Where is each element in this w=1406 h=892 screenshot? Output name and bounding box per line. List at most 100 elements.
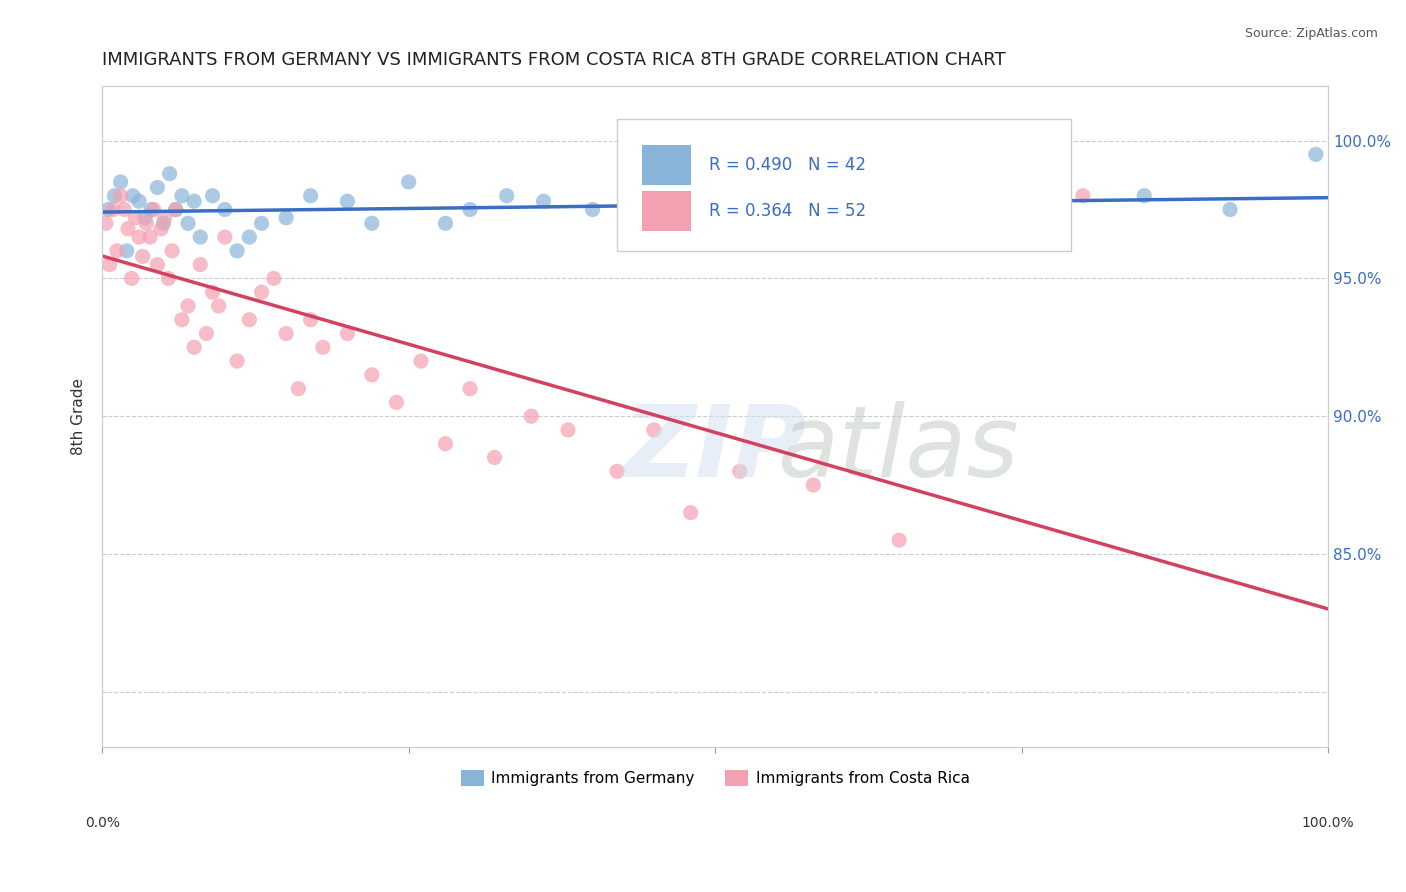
Point xyxy=(165,202,187,217)
Point xyxy=(152,216,174,230)
Point xyxy=(287,382,309,396)
Point xyxy=(115,244,138,258)
Point xyxy=(704,194,727,209)
Point xyxy=(581,202,603,217)
Point xyxy=(170,312,193,326)
Point xyxy=(128,230,150,244)
Point xyxy=(201,285,224,300)
Point xyxy=(128,194,150,209)
Point xyxy=(94,216,117,230)
Point xyxy=(1071,188,1094,202)
Text: 100.0%: 100.0% xyxy=(1302,816,1354,830)
Y-axis label: 8th Grade: 8th Grade xyxy=(72,377,86,455)
Point xyxy=(801,478,824,492)
Point xyxy=(110,175,132,189)
Point xyxy=(484,450,506,465)
Point xyxy=(679,506,702,520)
Point xyxy=(458,382,481,396)
Point xyxy=(165,202,187,217)
Point xyxy=(121,188,143,202)
Point xyxy=(765,202,787,217)
Point xyxy=(226,244,249,258)
Point xyxy=(146,180,169,194)
Point xyxy=(1133,188,1156,202)
Point xyxy=(1011,202,1033,217)
Point xyxy=(238,312,260,326)
Point xyxy=(434,216,457,230)
Point xyxy=(606,464,628,478)
Point xyxy=(170,188,193,202)
Text: R = 0.364   N = 52: R = 0.364 N = 52 xyxy=(709,202,866,220)
Point xyxy=(150,222,173,236)
Legend: Immigrants from Germany, Immigrants from Costa Rica: Immigrants from Germany, Immigrants from… xyxy=(454,764,976,792)
Point xyxy=(97,202,120,217)
Point xyxy=(728,464,751,478)
Point xyxy=(139,230,162,244)
Point xyxy=(105,244,128,258)
Point xyxy=(177,299,200,313)
Point xyxy=(124,211,146,225)
Point xyxy=(458,202,481,217)
Point xyxy=(312,340,335,354)
Point xyxy=(250,285,273,300)
Point xyxy=(263,271,285,285)
Point xyxy=(668,211,690,225)
Point xyxy=(214,202,236,217)
Point xyxy=(188,258,211,272)
Point xyxy=(103,202,125,217)
Point xyxy=(214,230,236,244)
Point xyxy=(520,409,543,424)
Point xyxy=(385,395,408,409)
Point xyxy=(177,216,200,230)
Point xyxy=(827,216,849,230)
Point xyxy=(274,211,297,225)
Point xyxy=(361,216,384,230)
Point xyxy=(146,258,169,272)
Point xyxy=(153,211,176,225)
Point xyxy=(495,188,517,202)
Text: IMMIGRANTS FROM GERMANY VS IMMIGRANTS FROM COSTA RICA 8TH GRADE CORRELATION CHAR: IMMIGRANTS FROM GERMANY VS IMMIGRANTS FR… xyxy=(103,51,1005,69)
Point xyxy=(188,230,211,244)
Point xyxy=(117,222,139,236)
Point xyxy=(361,368,384,382)
Point xyxy=(557,423,579,437)
Point xyxy=(949,194,972,209)
Point xyxy=(141,202,163,217)
Point xyxy=(183,194,205,209)
Point xyxy=(299,188,322,202)
Point xyxy=(160,244,183,258)
Text: ZIP: ZIP xyxy=(624,401,807,498)
Point xyxy=(238,230,260,244)
Point xyxy=(434,436,457,450)
Point xyxy=(409,354,432,368)
Point xyxy=(1219,202,1241,217)
Point xyxy=(274,326,297,341)
Point xyxy=(110,188,132,202)
Point xyxy=(134,211,156,225)
Point xyxy=(398,175,420,189)
Point xyxy=(103,188,125,202)
Point xyxy=(619,216,641,230)
Point xyxy=(887,533,910,548)
Text: Source: ZipAtlas.com: Source: ZipAtlas.com xyxy=(1244,27,1378,40)
Point xyxy=(157,271,180,285)
Text: atlas: atlas xyxy=(779,401,1019,498)
Point xyxy=(195,326,218,341)
Point xyxy=(112,202,135,217)
Point xyxy=(336,326,359,341)
FancyBboxPatch shape xyxy=(617,119,1071,251)
Point xyxy=(887,202,910,217)
Bar xyxy=(641,191,690,231)
Point xyxy=(159,167,181,181)
Point xyxy=(201,188,224,202)
Point xyxy=(226,354,249,368)
Point xyxy=(98,258,121,272)
Point xyxy=(336,194,359,209)
Point xyxy=(250,216,273,230)
Point xyxy=(533,194,555,209)
Point xyxy=(135,216,157,230)
Point xyxy=(142,202,165,217)
Point xyxy=(208,299,231,313)
Text: R = 0.490   N = 42: R = 0.490 N = 42 xyxy=(709,156,866,174)
Point xyxy=(131,249,153,263)
